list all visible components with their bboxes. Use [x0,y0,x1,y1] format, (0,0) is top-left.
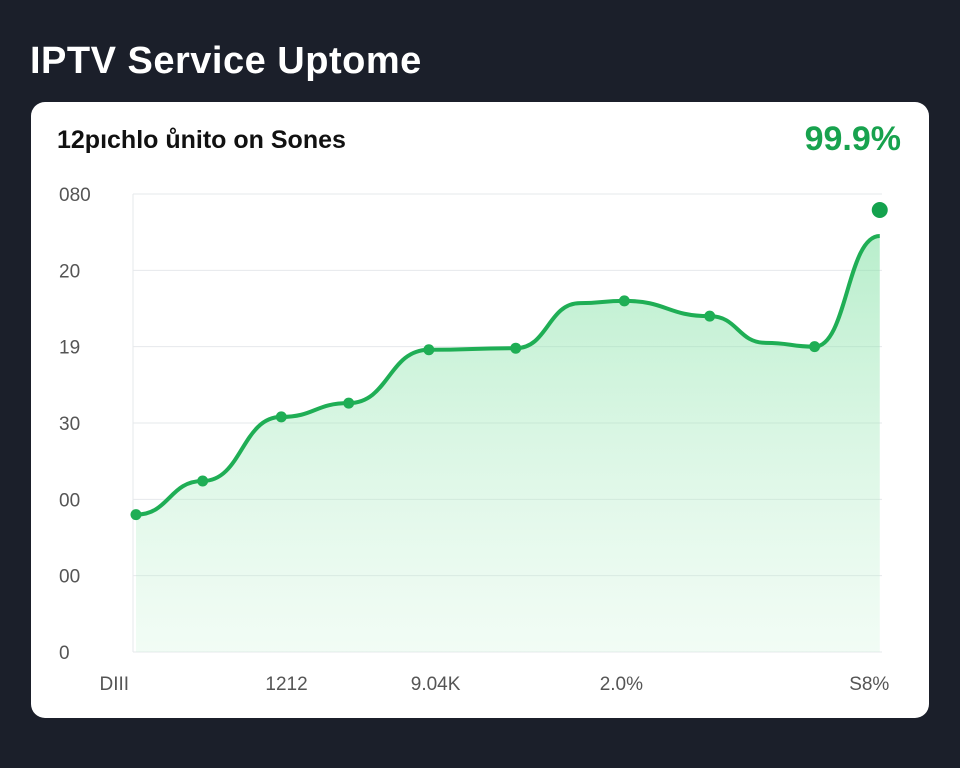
y-tick-label: 0 [59,643,70,664]
x-tick-label: S8% [849,674,889,695]
data-point [704,310,716,322]
data-point [343,397,355,409]
x-tick-label: 1212 [265,674,307,695]
series-line [135,233,881,517]
page-title: IPTV Service Uptome [30,40,422,82]
y-tick-label: 30 [59,414,80,435]
chart-subtitle: 12pıchlo ůnito on Sones [57,126,346,154]
y-tick-label: 00 [59,490,80,511]
y-tick-label: 19 [59,338,80,359]
data-point [130,509,142,521]
data-point [197,475,209,487]
area-fill [135,235,880,652]
x-tick-label: 2.0% [600,674,643,695]
highlight-point [871,202,888,219]
data-point [275,411,287,423]
x-tick-label: 9.04K [411,674,461,695]
y-tick-label: 20 [59,261,80,282]
x-tick-label: DIII [99,674,129,695]
data-point [423,344,435,356]
y-tick-label: 00 [59,567,80,588]
data-point [618,295,630,307]
data-point [809,341,821,353]
y-tick-label: 080 [59,185,91,206]
chart-card: 12pıchlo ůnito on Sones 99.9% 0 00 00 30 19 2… [31,102,929,718]
data-point [510,342,522,354]
uptime-kpi: 99.9% [804,120,901,158]
